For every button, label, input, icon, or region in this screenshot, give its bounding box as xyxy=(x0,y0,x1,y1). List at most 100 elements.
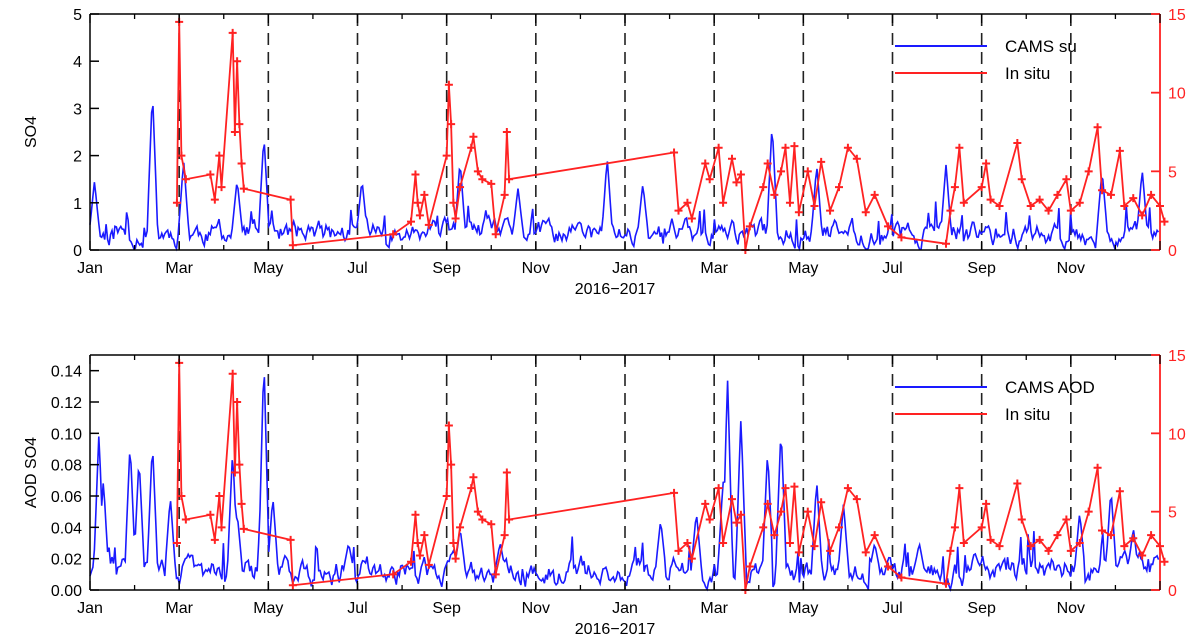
insitu-point xyxy=(206,170,215,179)
insitu-point xyxy=(674,546,683,555)
insitu-point xyxy=(759,183,768,192)
legend-label: In situ xyxy=(1005,405,1050,424)
insitu-point xyxy=(487,179,496,188)
insitu-point xyxy=(442,492,451,500)
x-tick-label: Mar xyxy=(165,260,193,277)
insitu-point xyxy=(683,539,692,547)
insitu-point xyxy=(1129,534,1138,543)
insitu-point xyxy=(206,510,215,519)
insitu-point xyxy=(1098,526,1107,535)
insitu-point xyxy=(449,198,458,207)
insitu-point xyxy=(1106,531,1115,540)
insitu-point xyxy=(228,28,237,37)
y2-tick-label: 5 xyxy=(1168,505,1177,522)
insitu-point xyxy=(1115,146,1124,155)
insitu-point xyxy=(950,183,959,192)
legend-label: CAMS su xyxy=(1005,37,1077,56)
insitu-point xyxy=(870,531,879,540)
insitu-point xyxy=(1147,531,1156,540)
insitu-point xyxy=(389,570,398,579)
insitu-series-line xyxy=(176,21,1166,251)
insitu-point xyxy=(1084,507,1093,516)
insitu-point xyxy=(286,195,295,204)
insitu-point xyxy=(1120,542,1129,551)
insitu-point xyxy=(770,531,779,540)
panel-aod-so4: 0.00 0.02 0.04 0.06 0.08 0.10 0.12 0.14 0 5 10 15 Ja… xyxy=(23,348,1186,638)
insitu-point xyxy=(181,515,190,524)
x-tick-label: Sep xyxy=(967,260,996,277)
insitu-point xyxy=(1160,217,1169,226)
insitu-point xyxy=(942,239,950,248)
x-tick-label: Nov xyxy=(522,600,550,617)
insitu-point xyxy=(759,523,768,532)
insitu-point xyxy=(447,460,456,469)
insitu-point xyxy=(705,175,714,184)
insitu-point xyxy=(687,554,696,563)
y-tick-label: 0.00 xyxy=(51,583,82,600)
x-tick-label: Sep xyxy=(967,600,996,617)
x-tick-label: Jan xyxy=(77,600,103,617)
model-series-line xyxy=(89,377,1160,593)
insitu-point xyxy=(770,190,779,199)
insitu-point xyxy=(1062,515,1071,524)
y-tick-label: 0.14 xyxy=(51,364,82,381)
insitu-point xyxy=(230,128,239,136)
insitu-point xyxy=(870,190,879,199)
insitu-point xyxy=(469,473,478,482)
x-tick-label: May xyxy=(253,260,283,277)
insitu-point xyxy=(1035,195,1044,204)
insitu-point xyxy=(239,524,248,533)
insitu-point xyxy=(413,539,422,547)
y-tick-label: 1 xyxy=(73,196,82,213)
x-tick-label: Jan xyxy=(612,600,638,617)
insitu-point xyxy=(946,206,955,215)
insitu-point xyxy=(217,183,226,192)
insitu-point xyxy=(982,499,991,508)
insitu-point xyxy=(473,167,482,176)
insitu-point xyxy=(1138,211,1147,220)
insitu-point xyxy=(736,170,745,179)
insitu-point xyxy=(1013,479,1022,488)
insitu-point xyxy=(413,198,422,207)
x-tick-label: Mar xyxy=(700,600,728,617)
insitu-point xyxy=(781,484,790,493)
y-tick-label: 0.02 xyxy=(51,552,82,569)
y-tick-label: 0.12 xyxy=(51,395,82,412)
insitu-point xyxy=(1106,190,1115,199)
x-tick-label: Nov xyxy=(1057,600,1085,617)
insitu-point xyxy=(235,120,244,129)
y2-tick-label: 15 xyxy=(1168,7,1186,24)
insitu-point xyxy=(473,507,482,516)
insitu-point xyxy=(505,515,514,524)
insitu-point xyxy=(781,143,790,152)
insitu-point xyxy=(986,195,995,204)
panel-so4: 0 1 2 3 4 5 0 5 10 15 Jan Mar May Jul Sep Nov Jan Mar May J… xyxy=(23,7,1186,298)
insitu-point xyxy=(946,546,955,555)
insitu-point xyxy=(411,170,420,179)
insitu-point xyxy=(215,151,224,160)
insitu-point xyxy=(1075,198,1084,207)
insitu-point xyxy=(1026,542,1035,551)
insitu-point xyxy=(389,230,398,239)
insitu-point xyxy=(467,143,476,152)
insitu-point xyxy=(745,562,754,571)
insitu-point xyxy=(794,548,803,557)
insitu-point xyxy=(1035,535,1044,544)
insitu-point xyxy=(1160,557,1169,566)
y2-tick-label: 0 xyxy=(1168,243,1177,260)
insitu-point xyxy=(235,460,244,469)
insitu-point xyxy=(843,143,852,152)
x-tick-label: Sep xyxy=(432,260,461,277)
insitu-point xyxy=(411,510,420,519)
insitu-point xyxy=(995,542,1004,551)
x-tick-label: Jan xyxy=(612,260,638,277)
insitu-point xyxy=(826,546,835,555)
x-tick-label: Jul xyxy=(347,600,367,617)
insitu-point xyxy=(1013,139,1022,148)
y-tick-label: 0.06 xyxy=(51,489,82,506)
insitu-point xyxy=(1075,539,1084,547)
insitu-point xyxy=(469,132,478,141)
insitu-point xyxy=(1017,515,1026,524)
insitu-point xyxy=(502,128,511,136)
insitu-point xyxy=(1115,487,1124,496)
